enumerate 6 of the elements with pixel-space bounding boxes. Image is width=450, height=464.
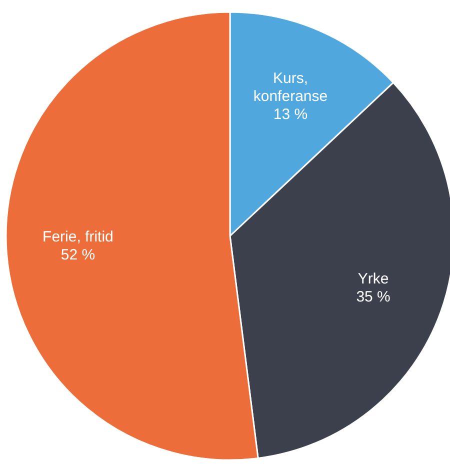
slice-label: Yrke	[358, 270, 389, 288]
data-label: 52 %	[60, 246, 96, 264]
data-label: 13 %	[273, 106, 308, 123]
slice-label: Kurs, konferanse	[253, 70, 328, 105]
data-label: 35 %	[356, 288, 390, 306]
slice-label: Ferie, fritid	[42, 228, 114, 246]
